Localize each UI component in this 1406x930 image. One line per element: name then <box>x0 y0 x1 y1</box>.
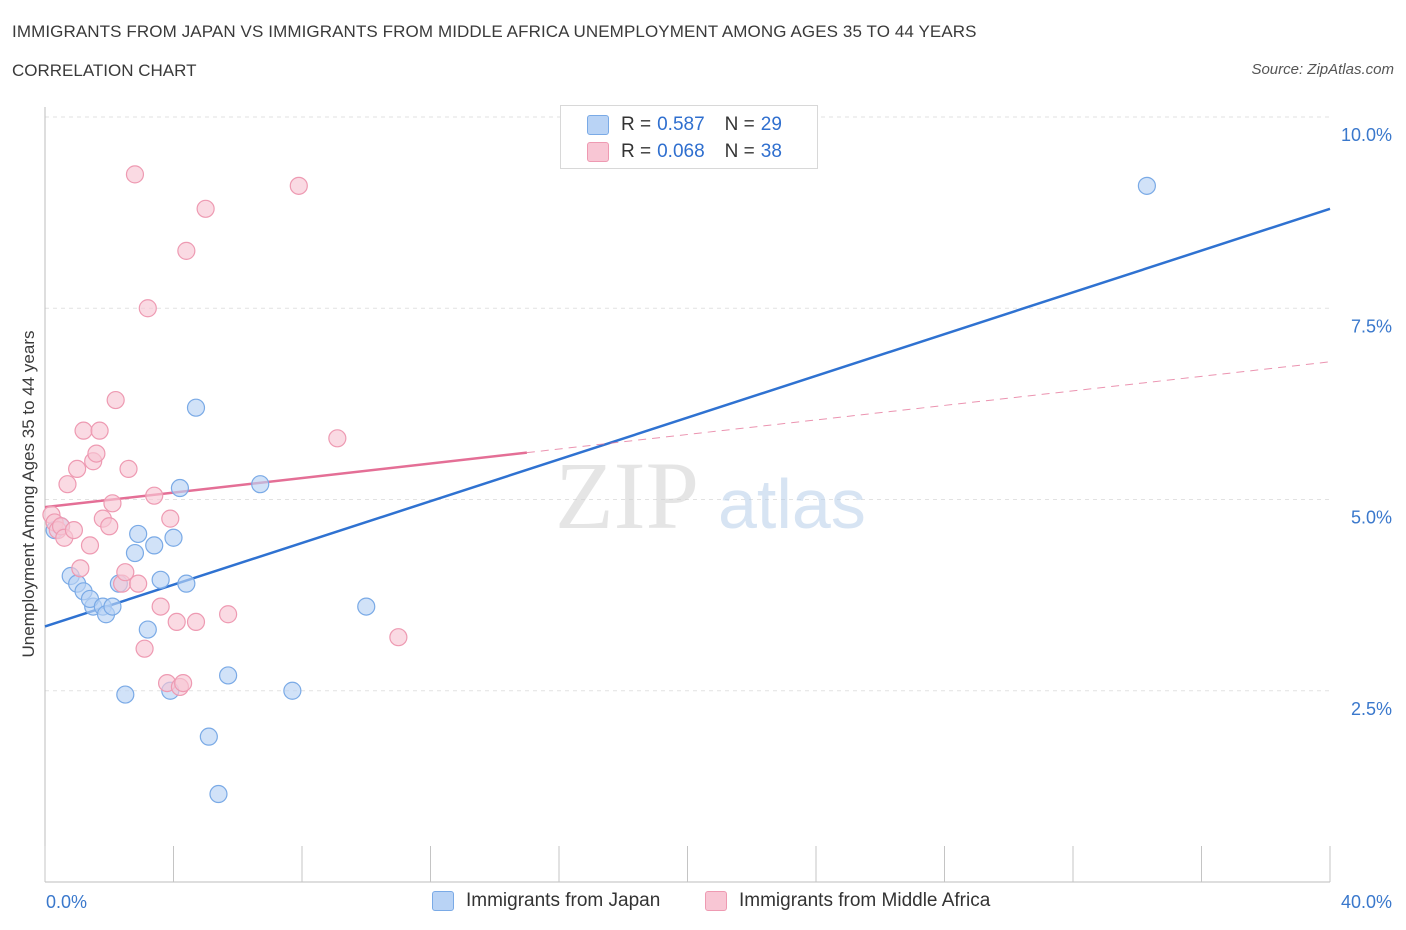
watermark-atlas: atlas <box>718 465 866 543</box>
legend-r-label: R = <box>621 114 652 135</box>
point-africa <box>68 459 87 478</box>
trend-line-extension-africa <box>526 361 1331 454</box>
point-japan <box>103 597 122 616</box>
point-japan <box>1137 176 1156 195</box>
point-africa <box>177 241 196 260</box>
point-africa <box>138 299 157 318</box>
bottom-legend-swatch-japan <box>432 891 454 911</box>
point-africa <box>289 176 308 195</box>
point-africa <box>106 390 125 410</box>
bottom-legend-swatch-africa <box>705 891 727 911</box>
legend-row-africa: R = 0.068 N = 38 <box>587 140 782 164</box>
point-japan <box>177 574 196 593</box>
point-japan <box>357 597 376 616</box>
point-japan <box>186 398 206 417</box>
bottom-legend-africa[interactable]: Immigrants from Middle Africa <box>705 890 990 912</box>
y-tick-label: 2.5% <box>1351 699 1392 719</box>
y-axis-label: Unemployment Among Ages 35 to 44 years <box>19 331 38 658</box>
point-africa <box>119 459 138 478</box>
point-africa <box>219 605 238 624</box>
gridlines <box>45 116 1330 692</box>
point-africa <box>125 165 145 184</box>
trend-lines <box>44 207 1331 628</box>
point-japan <box>170 478 190 498</box>
bottom-legend-japan[interactable]: Immigrants from Japan <box>432 890 660 912</box>
source-label: Source: ZipAtlas.com <box>1251 61 1394 78</box>
legend-swatch-japan <box>587 115 609 135</box>
point-africa <box>328 429 347 448</box>
point-africa <box>129 574 148 593</box>
point-japan <box>145 536 164 555</box>
y-tick-label: 7.5% <box>1351 316 1392 336</box>
trend-line-japan <box>44 207 1331 628</box>
bottom-legend-label-japan: Immigrants from Japan <box>466 890 661 911</box>
watermark-zip: ZIP <box>555 442 699 549</box>
bottom-legend-label-africa: Immigrants from Middle Africa <box>739 890 991 911</box>
point-africa <box>71 559 90 578</box>
point-japan <box>199 727 218 746</box>
legend-r-value-africa: 0.068 <box>657 141 705 162</box>
legend-r-label: R = <box>621 141 652 162</box>
x-tick-label-max: 40.0% <box>1341 892 1392 912</box>
legend-n-label: N = <box>724 141 755 162</box>
point-africa <box>64 520 84 540</box>
point-africa <box>151 597 170 616</box>
point-africa <box>80 536 100 555</box>
legend-n-value-africa: 38 <box>760 141 782 162</box>
y-tick-label: 5.0% <box>1351 508 1392 528</box>
point-japan <box>116 685 135 704</box>
point-japan <box>164 528 183 547</box>
point-japan <box>129 524 148 544</box>
chart-subtitle: CORRELATION CHART <box>12 61 197 80</box>
y-tick-label: 10.0% <box>1341 125 1392 145</box>
point-africa <box>87 444 106 463</box>
legend-n-label: N = <box>724 114 755 135</box>
point-japan <box>125 543 145 563</box>
point-japan <box>209 784 228 804</box>
point-africa <box>145 486 164 505</box>
legend-row-japan: R = 0.587 N = 29 <box>587 113 782 137</box>
axes: 2.5% 5.0% 7.5% 10.0% 0.0% 40.0% <box>44 107 1392 912</box>
legend-box: R = 0.587 N = 29 R = 0.068 N = 38 <box>560 105 818 169</box>
chart-title: IMMIGRANTS FROM JAPAN VS IMMIGRANTS FROM… <box>12 22 977 41</box>
legend-r-value-japan: 0.587 <box>657 114 705 135</box>
point-japan <box>151 570 170 589</box>
point-africa <box>389 628 408 647</box>
point-africa <box>103 494 122 513</box>
x-tick-label-min: 0.0% <box>46 892 87 912</box>
point-africa <box>116 563 135 582</box>
point-africa <box>74 421 93 440</box>
point-japan <box>283 681 302 700</box>
point-japan <box>219 666 238 685</box>
point-africa <box>100 517 119 536</box>
point-africa <box>186 612 206 632</box>
legend-n-value-japan: 29 <box>760 114 782 135</box>
point-africa <box>167 612 186 632</box>
point-japan <box>251 475 270 494</box>
point-africa <box>174 673 193 693</box>
point-africa <box>135 639 154 658</box>
point-africa <box>196 199 215 218</box>
point-africa <box>90 421 109 440</box>
data-points <box>42 165 1156 804</box>
trend-line-africa <box>44 451 528 509</box>
point-japan <box>138 620 157 639</box>
point-africa <box>58 475 77 494</box>
legend-swatch-africa <box>587 142 609 162</box>
point-africa <box>161 509 180 528</box>
